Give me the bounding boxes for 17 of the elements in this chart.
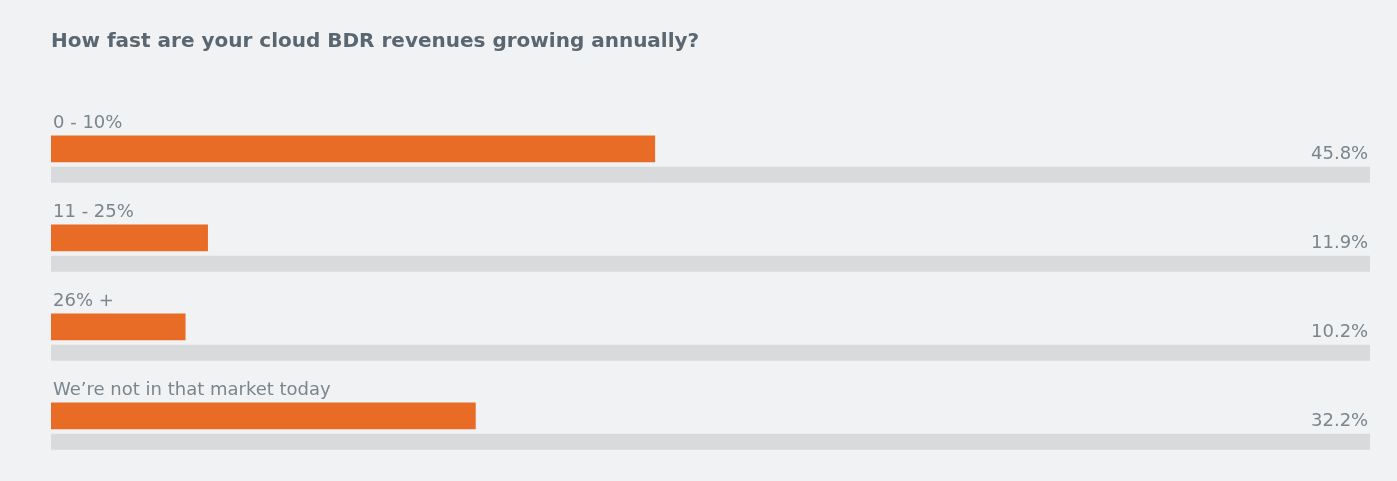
y-tick-label: We’re not in that market today [53, 378, 332, 399]
data-label: 11.9% [1311, 231, 1369, 252]
bar [51, 224, 208, 252]
bar [51, 402, 476, 430]
bar [51, 344, 1370, 361]
bar [51, 166, 1370, 183]
bar [51, 313, 186, 341]
y-tick-label: 26% + [53, 289, 114, 310]
bar [51, 255, 1370, 272]
data-label: 10.2% [1311, 320, 1369, 341]
y-tick-label: 11 - 25% [53, 200, 134, 221]
data-label: 32.2% [1311, 409, 1369, 430]
bar [51, 433, 1370, 450]
bar [51, 135, 656, 163]
data-label: 45.8% [1311, 142, 1369, 163]
y-tick-label: 0 - 10% [53, 111, 123, 132]
chart-title: How fast are your cloud BDR revenues growing annually? [51, 28, 700, 52]
